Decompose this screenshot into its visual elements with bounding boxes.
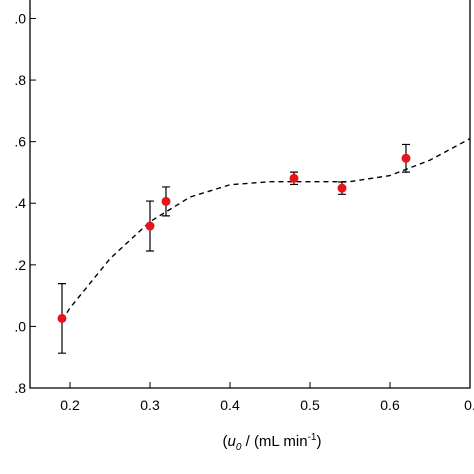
y-tick-label: .4 <box>14 195 26 211</box>
fit-line <box>61 137 471 321</box>
y-tick-label: .8 <box>14 380 26 396</box>
x-axis-label: (u0 / (mL min-1) <box>223 432 322 453</box>
data-point <box>57 313 67 323</box>
x-tick-label: 0.5 <box>300 397 320 413</box>
data-point <box>145 221 155 231</box>
y-tick-label: .2 <box>14 257 26 273</box>
x-tick-label: 0. <box>464 397 474 413</box>
x-tick-label: 0.2 <box>60 397 80 413</box>
y-tick-label: .0 <box>14 318 26 334</box>
axes-frame <box>29 0 471 389</box>
x-tick-label: 0.3 <box>140 397 160 413</box>
data-point <box>401 153 411 163</box>
data-point <box>289 173 299 183</box>
data-point <box>161 196 171 206</box>
y-tick-label: .6 <box>14 134 26 150</box>
y-tick-label: .8 <box>14 72 26 88</box>
y-tick-label: .0 <box>14 10 26 26</box>
data-point <box>337 183 347 193</box>
x-tick-label: 0.6 <box>380 397 400 413</box>
x-tick-label: 0.4 <box>220 397 240 413</box>
